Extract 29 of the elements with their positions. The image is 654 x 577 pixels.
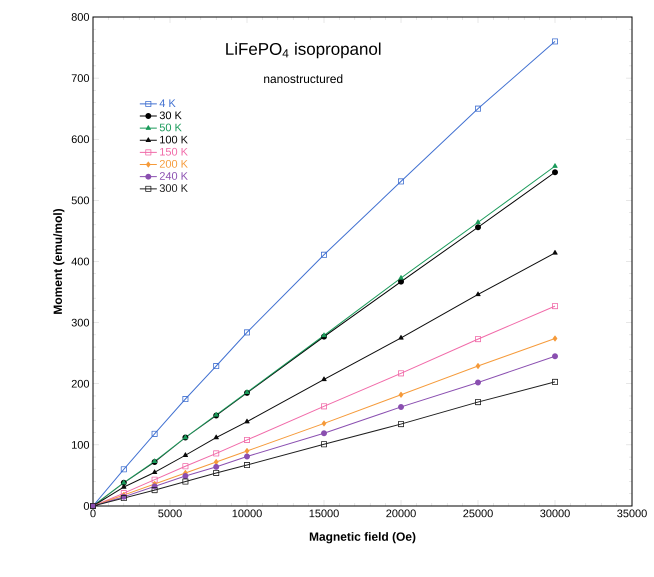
text: LiFePO$_{4}$ isopropanol — [226, 42, 380, 58]
legend-label: 100 K — [160, 136, 188, 144]
y-tick-label: 300 — [72, 318, 90, 326]
x-axis-title: Magnetic field (Oe) — [310, 532, 416, 544]
x-tick-label: 10000 — [232, 510, 262, 518]
x-tick-label: 30000 — [540, 510, 570, 518]
x-tick-label: 5000 — [158, 510, 182, 518]
x-tick-label: 15000 — [310, 510, 339, 518]
legend-label: 200 K — [160, 160, 188, 168]
y-tick-label: 800 — [72, 13, 90, 21]
x-tick-label: 25000 — [463, 510, 493, 518]
legend-label: 4 K — [160, 99, 176, 107]
y-tick-label: 100 — [72, 440, 90, 449]
legend-label: 300 K — [160, 184, 188, 192]
y-axis-title: Moment (emu/mol) — [53, 208, 64, 314]
y-tick-label: 700 — [72, 74, 90, 82]
legend-label: 50 K — [160, 124, 182, 132]
y-tick-label: 500 — [72, 196, 90, 204]
y-tick-label: 400 — [71, 258, 90, 266]
y-tick-label: 0 — [84, 502, 90, 510]
legend-label: 30 K — [160, 111, 182, 120]
text: nanostructured — [264, 74, 342, 84]
y-tick-label: 600 — [72, 135, 90, 144]
y-tick-label: 200 — [72, 380, 90, 388]
legend-label: 150 K — [160, 148, 188, 156]
x-tick-label: 20000 — [386, 510, 416, 518]
x-tick-label: 0 — [90, 510, 96, 518]
legend-label: 240 K — [160, 172, 188, 180]
x-tick-label: 35000 — [617, 510, 647, 518]
